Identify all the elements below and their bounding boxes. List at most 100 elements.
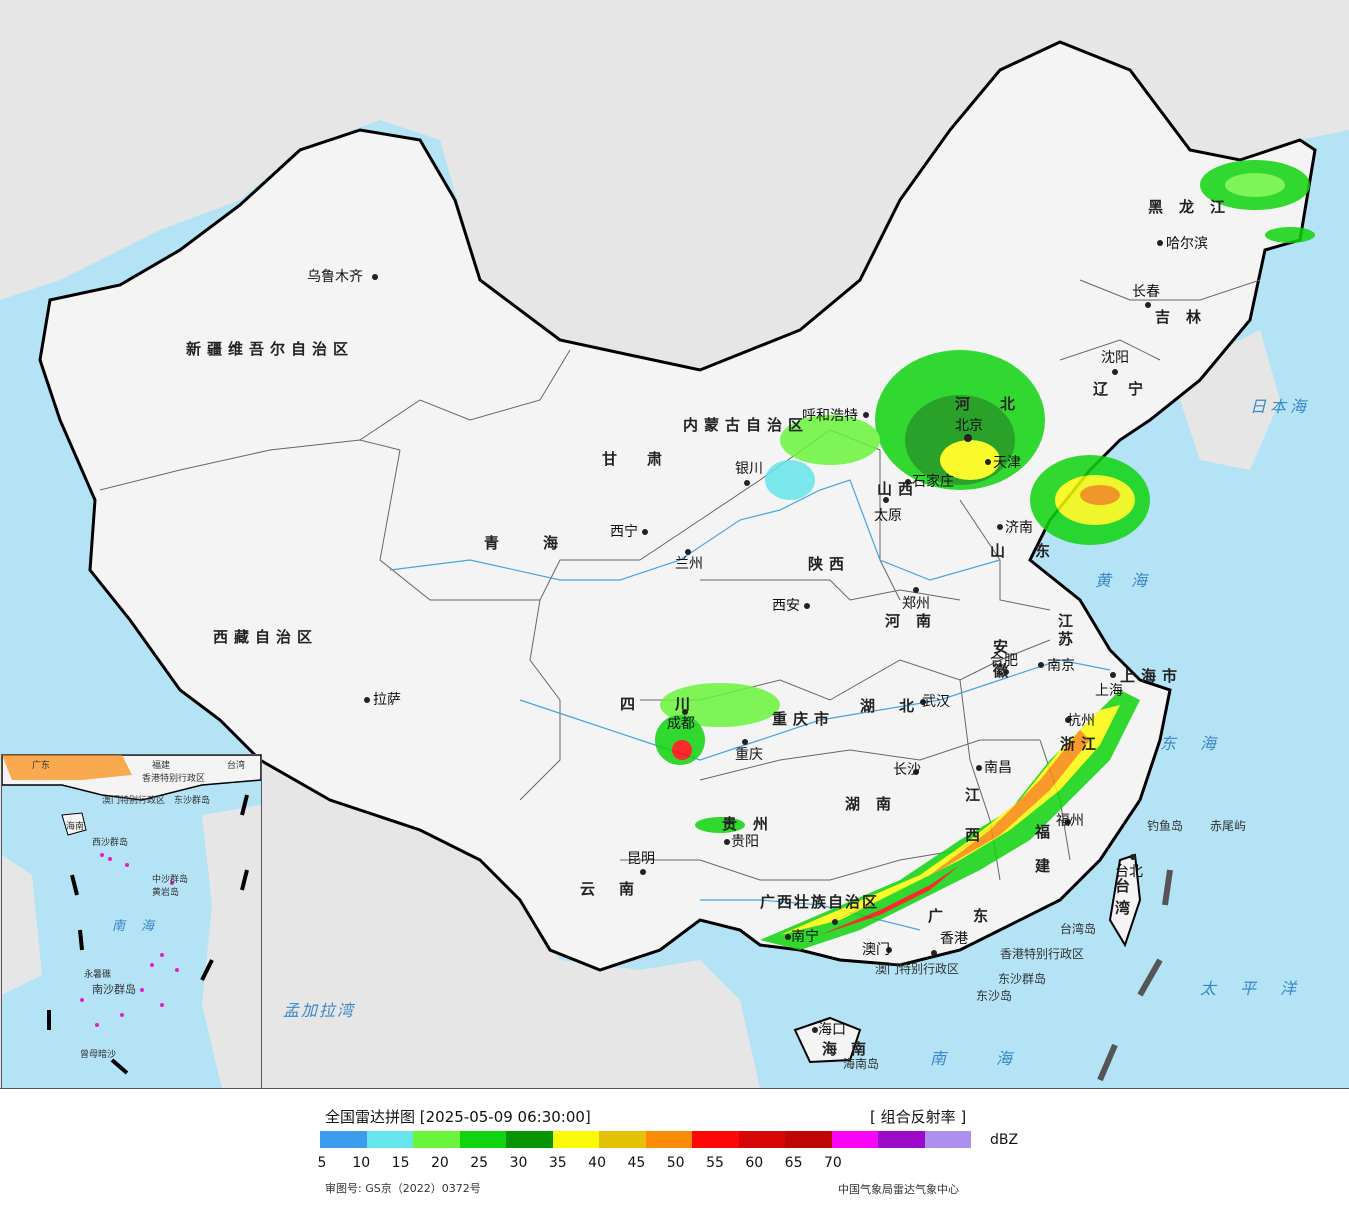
- color-scale-segment: [878, 1131, 925, 1148]
- province-label: 贵州: [722, 815, 785, 833]
- island-label: 钓鱼岛: [1147, 819, 1184, 833]
- island-label: 东沙岛: [976, 989, 1013, 1003]
- color-scale-ticks: 5 10 15 20 25 30 35 40 45 50 55 60 65 70: [300, 1155, 1000, 1173]
- city-label: 天津: [993, 455, 1021, 471]
- city-label: 台北: [1115, 864, 1143, 880]
- inset-label: 南沙群岛: [92, 983, 136, 996]
- city-label: 上海: [1095, 683, 1123, 699]
- province-label: 广东: [928, 907, 1019, 925]
- approval-number: 审图号: GS京（2022）0372号: [325, 1182, 481, 1195]
- province-label: 新疆维吾尔自治区: [186, 340, 355, 358]
- color-scale-tick: 65: [784, 1155, 803, 1171]
- radar-map: 新疆维吾尔自治区 西藏自治区 青海 甘肃 内蒙古自治区 黑龙江 吉林 辽宁 河北…: [0, 0, 1349, 1089]
- color-scale-tick: 35: [548, 1155, 567, 1171]
- color-scale-segment: [366, 1131, 413, 1148]
- city-label: 海口: [818, 1022, 846, 1038]
- inset-label: 台湾: [227, 761, 246, 771]
- province-label: 香港特别行政区: [1000, 947, 1085, 961]
- inset-label: 澳门特别行政区: [102, 796, 166, 806]
- city-label: 贵阳: [731, 834, 759, 850]
- color-scale-tick: 20: [430, 1155, 449, 1171]
- city-label: 香港: [940, 931, 968, 947]
- maritime-boundary-lines: [1097, 869, 1173, 1082]
- sea-label: 孟加拉湾: [283, 1001, 356, 1020]
- island-label: 东沙群岛: [998, 972, 1047, 986]
- color-scale-tick: 25: [470, 1155, 489, 1171]
- legend-panel: [0, 1089, 1349, 1208]
- province-label: 山东: [990, 542, 1081, 560]
- city-label: 南京: [1047, 658, 1075, 674]
- city-label: 合肥: [990, 653, 1018, 669]
- sea-label: 东海: [1160, 734, 1241, 753]
- color-scale-tick: 55: [706, 1155, 724, 1171]
- city-label: 杭州: [1067, 713, 1095, 729]
- city-label: 哈尔滨: [1166, 236, 1208, 252]
- color-scale-segment: [645, 1131, 692, 1148]
- color-scale-tick: 15: [391, 1155, 410, 1171]
- color-scale-segment: [831, 1131, 878, 1148]
- color-scale-tick: 70: [823, 1155, 842, 1171]
- sea-label: 南海: [930, 1049, 1063, 1068]
- foreign-land-north: [0, 0, 1349, 370]
- city-label: 沈阳: [1101, 350, 1129, 366]
- color-scale-tick: 30: [509, 1155, 528, 1171]
- province-label-inner-mongolia: 内蒙古自治区: [683, 416, 810, 434]
- city-label: 银川: [735, 461, 763, 477]
- inset-label: 东沙群岛: [174, 796, 211, 806]
- city-label: 成都: [667, 716, 695, 732]
- province-label: 广西壮族自治区: [760, 893, 880, 911]
- province-label: 台湾: [1115, 877, 1131, 917]
- city-label: 福州: [1056, 813, 1084, 829]
- province-label: 河北: [955, 395, 1046, 413]
- province-label: 河南: [885, 612, 948, 630]
- unit-label: dBZ: [990, 1132, 1019, 1148]
- color-scale-segment: [924, 1131, 971, 1148]
- radar-echoes: [655, 160, 1315, 950]
- city-label: 重庆: [735, 747, 763, 763]
- color-scale-tick: 45: [627, 1155, 646, 1171]
- inset-label: 永暑礁: [84, 970, 112, 980]
- color-scale-segment: [506, 1131, 553, 1148]
- city-label: 长沙: [893, 762, 921, 778]
- city-label: 西宁: [610, 524, 638, 540]
- island-label: 台湾岛: [1060, 922, 1097, 936]
- province-label: 云南: [580, 880, 659, 898]
- inset-label: 西沙群岛: [92, 838, 129, 848]
- color-scale-segment: [738, 1131, 785, 1148]
- province-label: 江西: [965, 786, 981, 844]
- city-label: 郑州: [902, 596, 930, 612]
- city-label: 太原: [874, 508, 902, 524]
- city-label: 南宁: [791, 929, 819, 945]
- city-label: 石家庄: [912, 474, 954, 490]
- province-label: 西藏自治区: [213, 628, 319, 646]
- province-label: 湖南: [845, 795, 908, 813]
- inset-label: 海南: [66, 822, 85, 832]
- province-label: 山西: [877, 480, 920, 498]
- inset-label: 福建: [152, 761, 171, 771]
- producer-name: 中国气象局雷达气象中心: [838, 1183, 959, 1196]
- province-label: 黑龙江: [1148, 198, 1242, 216]
- city-label: 拉萨: [373, 692, 401, 708]
- south-china-sea-inset: 广东 福建 台湾 香港特别行政区 澳门特别行政区 东沙群岛 海南 西沙群岛 中沙…: [1, 754, 262, 1088]
- color-scale-segment: [785, 1131, 832, 1148]
- color-scale-tick: 40: [588, 1155, 606, 1171]
- city-label: 南昌: [984, 760, 1012, 776]
- province-label: 湖北: [860, 697, 939, 715]
- color-scale-tick: 10: [352, 1155, 371, 1171]
- province-label: 甘肃: [602, 450, 693, 468]
- province-label: 浙江: [1060, 735, 1103, 753]
- inset-label: 中沙群岛: [152, 875, 189, 885]
- color-scale-segment: [320, 1131, 367, 1148]
- province-label: 澳门特别行政区: [875, 962, 960, 976]
- china-land: [38, 40, 1317, 972]
- rivers: [389, 479, 1111, 931]
- city-label: 兰州: [675, 556, 703, 572]
- province-label: 四川: [620, 695, 731, 713]
- color-scale-bar: [320, 1131, 971, 1148]
- province-label: 重庆市: [772, 710, 836, 728]
- province-label: 海南: [822, 1040, 881, 1058]
- inset-label: 广东: [32, 761, 51, 771]
- city-label: 澳门: [862, 942, 890, 958]
- sea-label: 太平洋: [1200, 979, 1321, 998]
- color-scale-segment: [599, 1131, 646, 1148]
